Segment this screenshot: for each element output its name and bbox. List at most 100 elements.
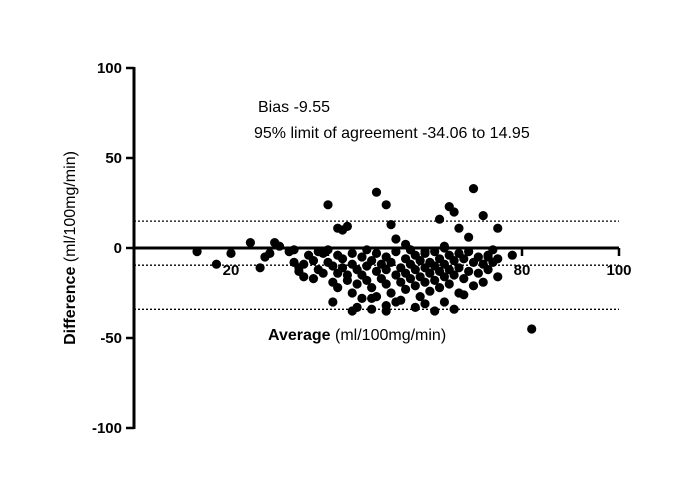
data-point — [274, 241, 285, 251]
data-point — [342, 221, 352, 231]
data-point — [449, 256, 459, 266]
data-point — [367, 293, 377, 303]
data-point — [527, 324, 537, 334]
data-point — [337, 254, 348, 264]
data-point — [386, 220, 396, 230]
data-point — [381, 279, 391, 289]
data-point — [473, 252, 483, 262]
data-point — [483, 265, 493, 275]
data-point — [493, 223, 503, 233]
data-point — [386, 288, 396, 298]
data-point — [347, 248, 357, 258]
data-point — [328, 261, 338, 271]
x-axis-title-rest: (ml/100mg/min) — [331, 327, 447, 344]
data-point — [425, 268, 435, 278]
data-point — [420, 247, 430, 257]
x-axis-title: Average (ml/100mg/min) — [268, 327, 446, 344]
y-axis-title-rest: (ml/100mg/min) — [62, 151, 79, 267]
data-point — [483, 252, 493, 262]
data-point — [430, 247, 440, 257]
data-point — [425, 286, 435, 296]
data-point — [410, 281, 420, 291]
data-point — [405, 245, 416, 255]
x-tick-label-0: 20 — [223, 262, 240, 279]
data-point — [367, 256, 377, 266]
data-point — [391, 270, 401, 280]
data-point — [265, 248, 275, 258]
y-tick-label-1: 50 — [105, 150, 122, 167]
data-point — [415, 256, 425, 266]
data-point — [415, 292, 425, 302]
data-point — [449, 270, 459, 280]
data-point — [454, 223, 464, 233]
bias-annotation: Bias -9.55 — [258, 99, 330, 116]
data-point — [333, 283, 343, 293]
data-point — [391, 247, 401, 257]
data-point — [352, 302, 362, 312]
data-point — [381, 306, 391, 316]
data-points — [192, 184, 537, 334]
data-point — [468, 184, 479, 194]
data-point — [410, 265, 420, 275]
data-point — [371, 187, 382, 197]
data-point — [434, 214, 445, 224]
data-point — [444, 279, 454, 289]
data-point — [323, 200, 333, 210]
data-point — [420, 299, 430, 309]
data-point — [410, 302, 420, 312]
data-point — [449, 304, 459, 314]
data-point — [434, 283, 445, 293]
data-point — [464, 266, 474, 276]
data-point — [357, 252, 367, 262]
ticks: 100 50 0 -50 -100 20 80 100 — [92, 60, 632, 437]
data-point — [464, 232, 474, 242]
y-tick-label-2: 0 — [114, 240, 122, 257]
data-point — [308, 256, 319, 266]
data-point — [371, 248, 382, 258]
data-point — [468, 281, 479, 291]
data-point — [342, 275, 352, 285]
data-point — [299, 259, 309, 269]
data-point — [430, 306, 440, 316]
data-point — [454, 263, 464, 273]
data-point — [299, 272, 309, 282]
data-point — [396, 277, 406, 287]
axes — [132, 67, 619, 429]
y-axis-title-bold: Difference — [62, 267, 79, 345]
data-point — [439, 241, 449, 251]
data-point — [478, 277, 488, 287]
data-point — [459, 254, 469, 264]
data-point — [386, 257, 396, 267]
data-point — [488, 245, 498, 255]
data-point — [459, 290, 469, 300]
data-point — [493, 272, 503, 282]
data-point — [449, 207, 459, 217]
x-tick-label-3: 80 — [514, 262, 531, 279]
data-point — [211, 259, 222, 269]
data-point — [362, 245, 372, 255]
x-axis-title-bold: Average — [268, 327, 331, 344]
data-point — [507, 250, 517, 260]
data-point — [367, 283, 377, 293]
data-point — [226, 248, 236, 258]
data-point — [352, 279, 362, 289]
data-point — [362, 275, 372, 285]
y-axis-title: Difference (ml/100mg/min) — [62, 151, 79, 345]
data-point — [371, 266, 382, 276]
data-point — [357, 293, 367, 303]
x-tick-label-4: 100 — [606, 262, 631, 279]
data-point — [401, 284, 411, 294]
data-point — [308, 274, 319, 284]
data-point — [328, 297, 338, 307]
data-point — [464, 247, 474, 257]
y-tick-label-4: -100 — [92, 420, 122, 437]
data-point — [318, 268, 328, 278]
data-point — [420, 277, 430, 287]
data-point — [459, 274, 469, 284]
data-point — [347, 288, 357, 298]
data-point — [478, 211, 488, 221]
data-point — [439, 297, 449, 307]
data-point — [396, 295, 406, 305]
data-point — [337, 263, 348, 273]
